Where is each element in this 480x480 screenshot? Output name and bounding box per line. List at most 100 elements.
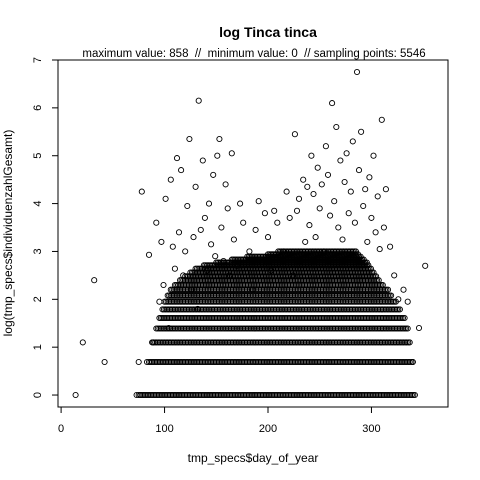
- data-point: [310, 248, 318, 255]
- data-point: [340, 314, 348, 322]
- data-point: [399, 314, 407, 322]
- data-point: [346, 391, 353, 399]
- data-point: [234, 256, 242, 263]
- data-point: [179, 391, 186, 399]
- y-tick-label: 0: [32, 392, 44, 398]
- data-point: [197, 339, 204, 346]
- data-point: [374, 193, 381, 200]
- data-point: [210, 171, 217, 178]
- data-points: [72, 68, 429, 399]
- data-point: [248, 292, 255, 299]
- data-point: [362, 391, 369, 399]
- data-point: [217, 292, 224, 299]
- data-point: [280, 292, 288, 299]
- data-point: [208, 391, 215, 399]
- data-point: [239, 339, 246, 346]
- data-point: [148, 391, 155, 399]
- data-point: [404, 325, 411, 332]
- data-point: [347, 188, 354, 195]
- data-point: [145, 358, 153, 366]
- data-point: [274, 219, 281, 226]
- data-point: [224, 259, 231, 266]
- data-point: [370, 339, 378, 346]
- data-point: [376, 246, 383, 253]
- data-point: [208, 358, 215, 366]
- data-point: [214, 298, 221, 305]
- data-point: [341, 178, 348, 186]
- data-point: [184, 314, 191, 322]
- data-point: [367, 306, 374, 313]
- data-point: [382, 314, 389, 322]
- data-point: [316, 298, 323, 305]
- data-point: [162, 195, 169, 202]
- data-point: [205, 314, 213, 322]
- data-point: [327, 212, 334, 219]
- data-point: [219, 325, 227, 332]
- data-point: [304, 248, 311, 255]
- data-point: [154, 391, 161, 399]
- data-point: [377, 358, 384, 366]
- data-point: [203, 298, 210, 305]
- data-point: [338, 298, 345, 305]
- data-point: [246, 248, 253, 255]
- data-point: [205, 200, 213, 207]
- data-point: [187, 269, 194, 276]
- data-point: [328, 325, 335, 332]
- data-point: [233, 256, 240, 263]
- data-point: [294, 358, 302, 366]
- data-point: [167, 306, 174, 313]
- data-point: [268, 267, 275, 274]
- data-point: [217, 339, 224, 346]
- data-point: [293, 339, 300, 346]
- data-point: [307, 339, 314, 346]
- data-point: [212, 325, 219, 332]
- data-point: [247, 306, 254, 313]
- data-point: [319, 292, 326, 299]
- data-point: [223, 298, 230, 305]
- data-point: [380, 298, 387, 305]
- data-point: [294, 298, 302, 305]
- data-point: [190, 292, 198, 299]
- data-point: [395, 325, 402, 332]
- data-point: [268, 292, 275, 299]
- data-point: [343, 358, 350, 366]
- data-point: [193, 325, 200, 332]
- data-point: [172, 358, 179, 366]
- data-point: [358, 128, 365, 135]
- data-point: [220, 298, 227, 305]
- data-point: [346, 339, 353, 346]
- data-point: [301, 391, 308, 399]
- data-point: [265, 292, 272, 299]
- data-point: [389, 325, 396, 332]
- data-point: [367, 325, 374, 332]
- data-point: [292, 325, 299, 332]
- data-point: [304, 183, 311, 190]
- data-point: [343, 150, 350, 157]
- data-point: [367, 314, 374, 322]
- data-point: [239, 358, 246, 366]
- data-point: [329, 292, 336, 299]
- data-point: [271, 298, 278, 305]
- data-point: [187, 314, 194, 322]
- data-point: [304, 298, 311, 305]
- data-point: [244, 325, 251, 332]
- data-point: [338, 358, 345, 366]
- data-point: [319, 339, 326, 346]
- data-point: [352, 391, 359, 399]
- data-point: [307, 298, 314, 305]
- data-point: [202, 306, 209, 313]
- data-point: [229, 358, 236, 366]
- data-point: [304, 358, 311, 366]
- data-point: [298, 358, 305, 366]
- data-point: [323, 391, 330, 399]
- data-point: [388, 358, 395, 366]
- data-point: [79, 339, 86, 346]
- data-point: [313, 325, 320, 332]
- data-point: [283, 188, 290, 195]
- data-point: [190, 306, 197, 313]
- data-point: [350, 325, 357, 332]
- data-point: [295, 248, 302, 255]
- data-point: [265, 391, 273, 399]
- data-point: [259, 292, 266, 299]
- data-point: [204, 358, 212, 366]
